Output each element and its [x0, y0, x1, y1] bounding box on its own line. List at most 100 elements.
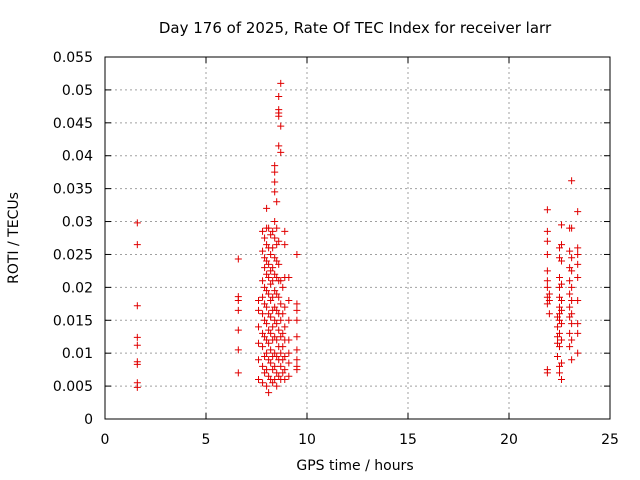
data-point	[269, 277, 277, 285]
data-point	[234, 346, 242, 354]
data-point	[234, 326, 242, 334]
data-point	[568, 254, 576, 262]
data-point	[133, 302, 141, 310]
data-point	[271, 188, 279, 196]
y-tick-label: 0.015	[53, 313, 93, 329]
data-point	[543, 250, 551, 258]
data-point	[261, 264, 269, 272]
data-point	[271, 178, 279, 186]
data-point	[269, 227, 277, 235]
plot-frame	[104, 56, 611, 420]
data-point	[263, 303, 271, 311]
data-point	[543, 206, 551, 214]
data-point	[265, 224, 273, 232]
data-point	[281, 366, 289, 374]
y-tick-label: 0.035	[53, 182, 93, 198]
data-point	[285, 359, 293, 367]
data-point	[293, 316, 301, 324]
data-point	[543, 227, 551, 235]
data-point	[259, 362, 267, 370]
x-tick-label: 5	[202, 432, 211, 448]
data-point	[265, 290, 273, 298]
data-point	[263, 366, 271, 374]
data-point	[271, 376, 279, 384]
data-point	[285, 297, 293, 305]
data-point	[556, 273, 563, 281]
data-point	[259, 293, 267, 301]
data-point	[259, 227, 267, 235]
data-point	[277, 277, 285, 285]
data-point	[265, 260, 273, 268]
data-point	[566, 329, 574, 337]
data-point	[273, 336, 281, 344]
data-point	[568, 310, 576, 318]
data-point	[568, 297, 576, 305]
data-point	[556, 369, 563, 377]
data-point	[293, 333, 301, 341]
data-point	[558, 297, 566, 305]
data-point	[566, 303, 574, 311]
data-point	[566, 343, 574, 351]
data-point	[263, 320, 271, 328]
data-point	[277, 300, 285, 308]
data-point	[133, 241, 141, 249]
data-point	[568, 224, 576, 232]
data-point	[234, 369, 242, 377]
data-point	[273, 198, 281, 206]
data-point	[271, 168, 279, 176]
y-tick-label: 0.04	[62, 149, 93, 165]
data-point	[277, 79, 285, 87]
data-point	[267, 329, 275, 337]
data-point	[574, 244, 582, 252]
data-point	[275, 142, 283, 150]
x-tick-label: 20	[500, 432, 518, 448]
data-point	[574, 349, 582, 357]
data-point	[255, 297, 263, 305]
data-point	[574, 320, 582, 328]
data-point	[269, 323, 277, 331]
data-point	[558, 241, 566, 249]
data-point	[255, 376, 263, 384]
x-axis-label: GPS time / hours	[296, 458, 413, 474]
data-point	[285, 316, 293, 324]
data-point	[277, 362, 285, 370]
data-point	[255, 306, 263, 314]
data-point	[558, 306, 566, 314]
y-axis-label: ROTI / TECUs	[6, 192, 22, 284]
data-point	[543, 267, 551, 275]
data-point	[267, 346, 275, 354]
data-point	[234, 297, 242, 305]
data-point	[261, 234, 269, 242]
data-point	[281, 303, 289, 311]
data-point	[568, 336, 576, 344]
data-point	[269, 293, 277, 301]
data-point	[558, 257, 566, 265]
data-point	[275, 237, 283, 245]
data-points	[133, 79, 582, 397]
data-point	[543, 237, 551, 245]
data-point	[293, 366, 301, 374]
data-point	[133, 333, 141, 341]
x-tick-label: 0	[101, 432, 110, 448]
data-point	[279, 310, 287, 318]
x-tick-labels: 0 5 10 15 20 25	[101, 432, 619, 448]
data-point	[273, 320, 281, 328]
data-point	[285, 336, 293, 344]
data-point	[543, 277, 551, 285]
data-point	[558, 280, 566, 288]
data-point	[568, 320, 576, 328]
data-point	[277, 316, 285, 324]
data-point	[574, 250, 582, 258]
chart-title: Day 176 of 2025, Rate Of TEC Index for r…	[159, 19, 552, 37]
data-point	[553, 352, 561, 360]
data-point	[271, 162, 279, 170]
data-point	[271, 234, 279, 242]
data-point	[234, 306, 242, 314]
y-tick-label: 0.03	[62, 215, 93, 231]
data-point	[293, 356, 301, 364]
data-point	[279, 343, 287, 351]
data-point	[279, 283, 287, 291]
data-point	[234, 255, 242, 263]
data-point	[293, 306, 301, 314]
data-point	[568, 177, 576, 185]
